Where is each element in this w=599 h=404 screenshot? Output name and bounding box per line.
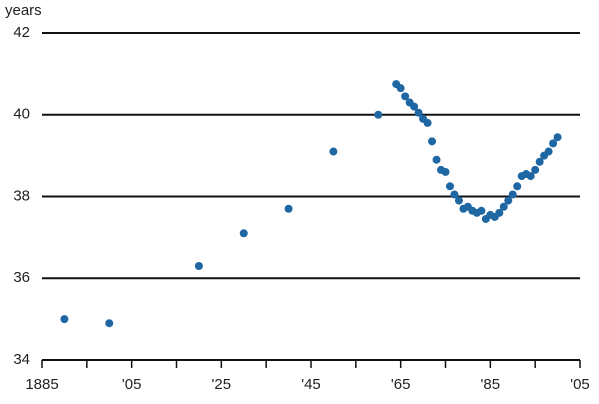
point [428, 137, 437, 146]
point [526, 172, 535, 181]
x-tick-label: '85 [481, 376, 501, 393]
y-axis-label: years [5, 2, 42, 19]
point [105, 319, 114, 328]
y-tick-label: 34 [13, 351, 30, 368]
point [396, 84, 405, 93]
y-tick-label: 42 [13, 24, 30, 41]
point [441, 167, 450, 176]
y-tick-label: 40 [13, 106, 30, 123]
point [535, 157, 544, 166]
point [374, 110, 383, 119]
point [504, 196, 513, 205]
x-tick-label: '25 [212, 376, 232, 393]
x-tick-label: 1885 [25, 376, 58, 393]
point [60, 315, 69, 324]
point [508, 190, 517, 199]
point [553, 133, 562, 142]
point [284, 204, 293, 213]
x-tick-label: '05 [570, 376, 590, 393]
point [513, 182, 522, 191]
point [401, 92, 410, 101]
point [450, 190, 459, 199]
point [531, 165, 540, 174]
point [549, 139, 558, 148]
point [445, 182, 454, 191]
x-tick-label: '65 [391, 376, 411, 393]
y-tick-label: 36 [13, 269, 30, 286]
point [477, 206, 486, 215]
point [194, 261, 203, 270]
point [423, 118, 432, 127]
point [410, 102, 419, 111]
point [499, 202, 508, 211]
point [239, 229, 248, 238]
point [414, 108, 423, 117]
x-tick-label: '05 [122, 376, 142, 393]
point [432, 155, 441, 164]
point [329, 147, 338, 156]
point [544, 147, 553, 156]
x-tick-label: '45 [301, 376, 321, 393]
point [454, 196, 463, 205]
point [495, 208, 504, 217]
y-tick-label: 38 [13, 187, 30, 204]
